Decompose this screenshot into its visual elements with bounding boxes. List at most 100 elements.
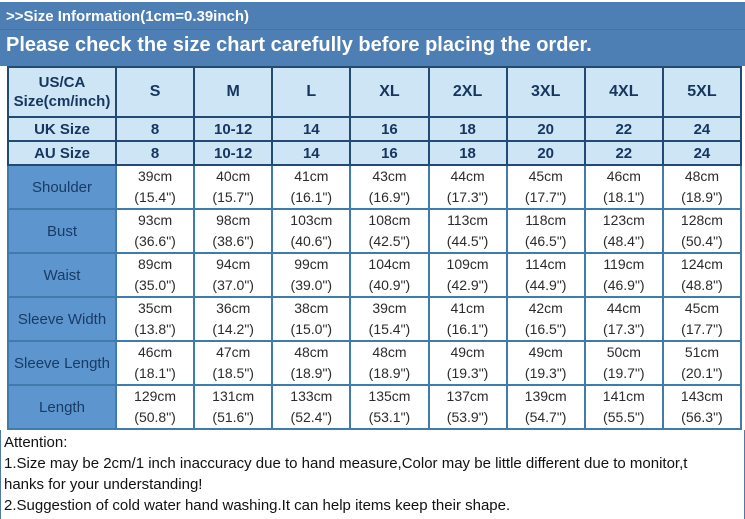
- cm-value: 123cm: [602, 212, 645, 228]
- cm-value: 47cm: [216, 344, 251, 360]
- au-size-cell: 22: [583, 140, 664, 166]
- cm-value: 38cm: [294, 300, 329, 316]
- measure-cell: 41cm (16.1"): [427, 296, 508, 342]
- au-size-cell: 16: [349, 140, 430, 166]
- header: >>Size Information(1cm=0.39inch) Please …: [0, 2, 745, 66]
- inch-value: (14.2"): [212, 321, 254, 337]
- attention-heading: Attention:: [4, 434, 68, 451]
- uk-size-cell: 10-12: [193, 116, 274, 142]
- inch-value: (16.9"): [368, 189, 411, 205]
- measure-cell: 43cm (16.9"): [349, 164, 430, 210]
- cm-value: 108cm: [368, 212, 411, 228]
- cm-value: 39cm: [372, 300, 407, 316]
- cm-value: 35cm: [137, 300, 173, 316]
- size-col-header: XL: [349, 66, 430, 118]
- au-size-label: AU Size: [7, 140, 117, 166]
- inch-value: (44.9"): [524, 277, 567, 293]
- inch-value: (51.6"): [212, 409, 254, 425]
- cm-value: 129cm: [134, 388, 177, 404]
- measure-row-label: Length: [7, 384, 117, 430]
- inch-value: (38.6"): [212, 233, 254, 249]
- measure-cell: 93cm (36.6"): [114, 208, 196, 254]
- cm-value: 42cm: [528, 300, 563, 316]
- measure-cell: 46cm (18.1"): [114, 340, 196, 386]
- measure-cell: 133cm (52.4"): [271, 384, 352, 430]
- inch-value: (53.9"): [446, 409, 489, 425]
- size-col-header: M: [193, 66, 274, 118]
- notice-banner: Please check the size chart carefully be…: [6, 34, 592, 56]
- cm-value: 44cm: [450, 168, 485, 184]
- measure-cell: 135cm (53.1"): [349, 384, 430, 430]
- inch-value: (39.0"): [290, 277, 333, 293]
- measure-cell: 129cm (50.8"): [114, 384, 196, 430]
- inch-value: (15.4"): [134, 189, 176, 205]
- cm-value: 48cm: [372, 344, 407, 360]
- cm-value: 99cm: [294, 256, 329, 272]
- measure-cell: 41cm (16.1"): [271, 164, 352, 210]
- measure-cell: 123cm (48.4"): [583, 208, 664, 254]
- inch-value: (20.1"): [681, 365, 723, 381]
- uk-size-cell: 22: [583, 116, 664, 142]
- cm-value: 41cm: [294, 168, 329, 184]
- size-header-row: US/CA Size(cm/inch) S M L XL 2XL 3XL 4XL…: [7, 66, 743, 118]
- measure-row-label: Sleeve Width: [7, 296, 117, 342]
- cm-value: 93cm: [137, 212, 173, 228]
- cm-value: 128cm: [680, 212, 723, 228]
- measure-row-label: Waist: [7, 252, 117, 298]
- measure-row-label: Bust: [7, 208, 117, 254]
- measure-cell: 48cm (18.9"): [661, 164, 743, 210]
- measure-cell: 45cm (17.7"): [661, 296, 743, 342]
- inch-value: (36.6"): [134, 233, 176, 249]
- au-size-cell: 8: [114, 140, 196, 166]
- inch-value: (18.5"): [212, 365, 254, 381]
- measure-cell: 103cm (40.6"): [271, 208, 352, 254]
- inch-value: (18.9"): [681, 189, 723, 205]
- cm-value: 39cm: [137, 168, 173, 184]
- cm-value: 118cm: [525, 212, 567, 228]
- cm-value: 104cm: [368, 256, 411, 272]
- cm-value: 133cm: [290, 388, 333, 404]
- inch-value: (18.9"): [290, 365, 333, 381]
- attention-line-2: hanks for your understanding!: [4, 476, 203, 493]
- inch-value: (18.1"): [134, 365, 176, 381]
- inch-value: (13.8"): [134, 321, 176, 337]
- uk-size-cell: 20: [505, 116, 586, 142]
- size-col-header: 3XL: [505, 66, 586, 118]
- size-col-header: 4XL: [583, 66, 664, 118]
- cm-value: 46cm: [137, 344, 173, 360]
- measure-cell: 98cm (38.6"): [193, 208, 274, 254]
- cm-value: 46cm: [606, 168, 641, 184]
- corner-line-1: US/CA: [38, 74, 86, 91]
- inch-value: (48.8"): [681, 277, 723, 293]
- measure-cell: 124cm (48.8"): [661, 252, 743, 298]
- measure-row-bust: Bust 93cm (36.6") 98cm (38.6") 103cm (40.6"…: [7, 208, 743, 254]
- measure-cell: 141cm (55.5"): [583, 384, 664, 430]
- cm-value: 48cm: [294, 344, 329, 360]
- size-col-header: 2XL: [427, 66, 508, 118]
- au-size-cell: 14: [271, 140, 352, 166]
- attention-line-1: 1.Size may be 2cm/1 inch inaccuracy due …: [4, 455, 688, 472]
- au-size-cell: 24: [661, 140, 743, 166]
- cm-value: 45cm: [684, 300, 720, 316]
- cm-value: 141cm: [602, 388, 645, 404]
- au-size-cell: 20: [505, 140, 586, 166]
- inch-value: (18.1"): [603, 189, 645, 205]
- cm-value: 51cm: [684, 344, 720, 360]
- cm-value: 114cm: [525, 256, 567, 272]
- inch-value: (42.5"): [368, 233, 411, 249]
- measure-cell: 109cm (42.9"): [427, 252, 508, 298]
- inch-value: (17.7"): [681, 321, 723, 337]
- cm-value: 43cm: [372, 168, 407, 184]
- inch-value: (54.7"): [524, 409, 567, 425]
- inch-value: (17.3"): [446, 189, 489, 205]
- measure-cell: 46cm (18.1"): [583, 164, 664, 210]
- measure-cell: 47cm (18.5"): [193, 340, 274, 386]
- inch-value: (16.1"): [446, 321, 489, 337]
- inch-value: (17.3"): [603, 321, 645, 337]
- measure-cell: 36cm (14.2"): [193, 296, 274, 342]
- measure-cell: 113cm (44.5"): [427, 208, 508, 254]
- inch-value: (19.3"): [446, 365, 489, 381]
- au-size-cell: 10-12: [193, 140, 274, 166]
- cm-value: 124cm: [680, 256, 723, 272]
- inch-value: (17.7"): [524, 189, 567, 205]
